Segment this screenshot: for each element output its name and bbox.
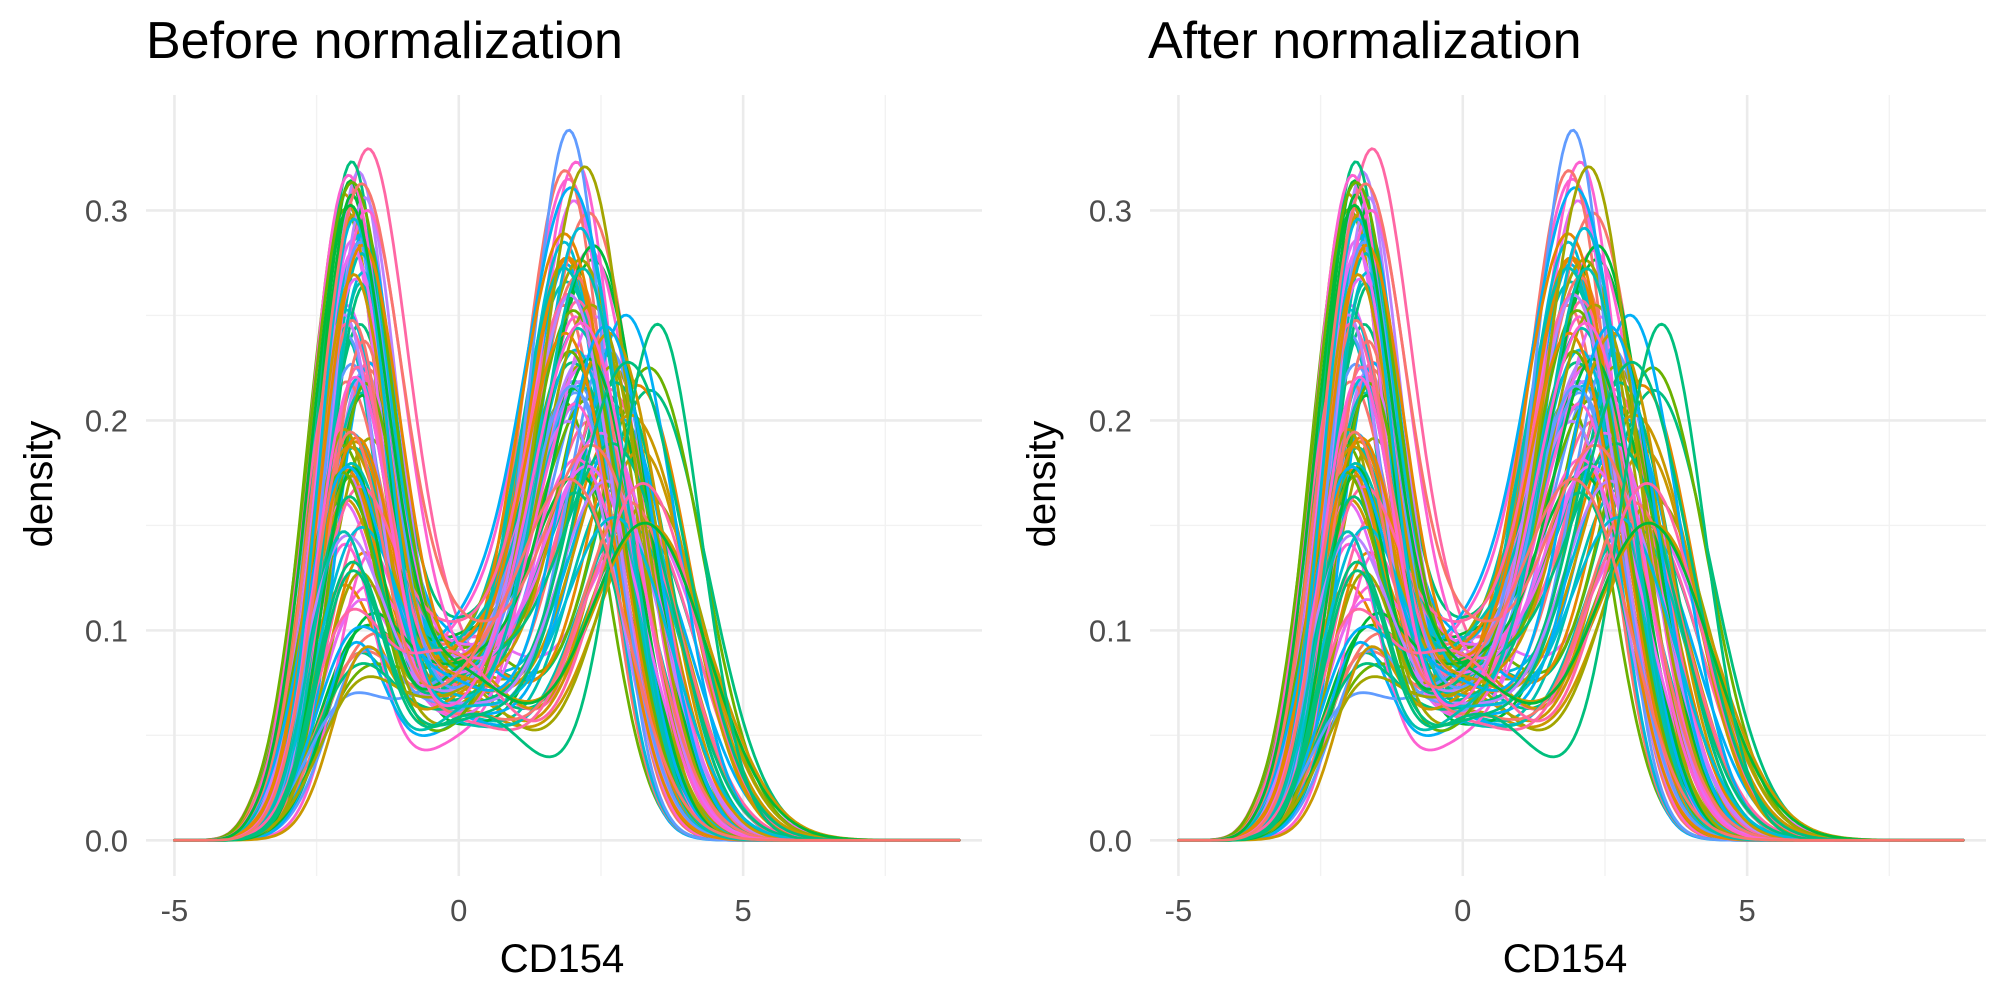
x-tick-labels: -5 0 5 [1165,893,1756,928]
y-tick-labels: 0.0 0.1 0.2 0.3 [1089,193,1132,858]
y-tick-labels: 0.0 0.1 0.2 0.3 [85,193,128,858]
panel-after-normalization: After normalization CD154 density -5 0 5 0… [1020,12,1986,981]
panel-title: Before normalization [146,12,623,70]
density-curve [173,203,961,842]
y-axis-title: density [1020,421,1064,548]
x-tick-label: 0 [1454,893,1471,928]
x-tick-label: -5 [161,893,189,928]
y-tick-label: 0.3 [1089,193,1132,228]
density-curve [173,430,961,842]
density-curve [1177,203,1965,842]
series-group [1177,128,1965,842]
x-tick-label: 0 [450,893,467,928]
x-tick-label: 5 [1739,893,1756,928]
y-tick-label: 0.2 [85,403,128,438]
x-tick-label: -5 [1165,893,1193,928]
y-tick-label: 0.1 [1089,613,1132,648]
y-tick-label: 0.1 [85,613,128,648]
density-curve [1177,430,1965,842]
panel-before-normalization: Before normalization CD154 density -5 0 5 … [17,12,982,981]
x-axis-title: CD154 [500,937,625,981]
panel-title: After normalization [1148,12,1582,70]
x-axis-title: CD154 [1503,937,1628,981]
y-tick-label: 0.3 [85,193,128,228]
x-tick-labels: -5 0 5 [161,893,752,928]
y-tick-label: 0.0 [1089,823,1132,858]
x-tick-label: 5 [735,893,752,928]
series-group [173,128,961,842]
y-tick-label: 0.2 [1089,403,1132,438]
y-tick-label: 0.0 [85,823,128,858]
y-axis-title: density [17,421,61,548]
